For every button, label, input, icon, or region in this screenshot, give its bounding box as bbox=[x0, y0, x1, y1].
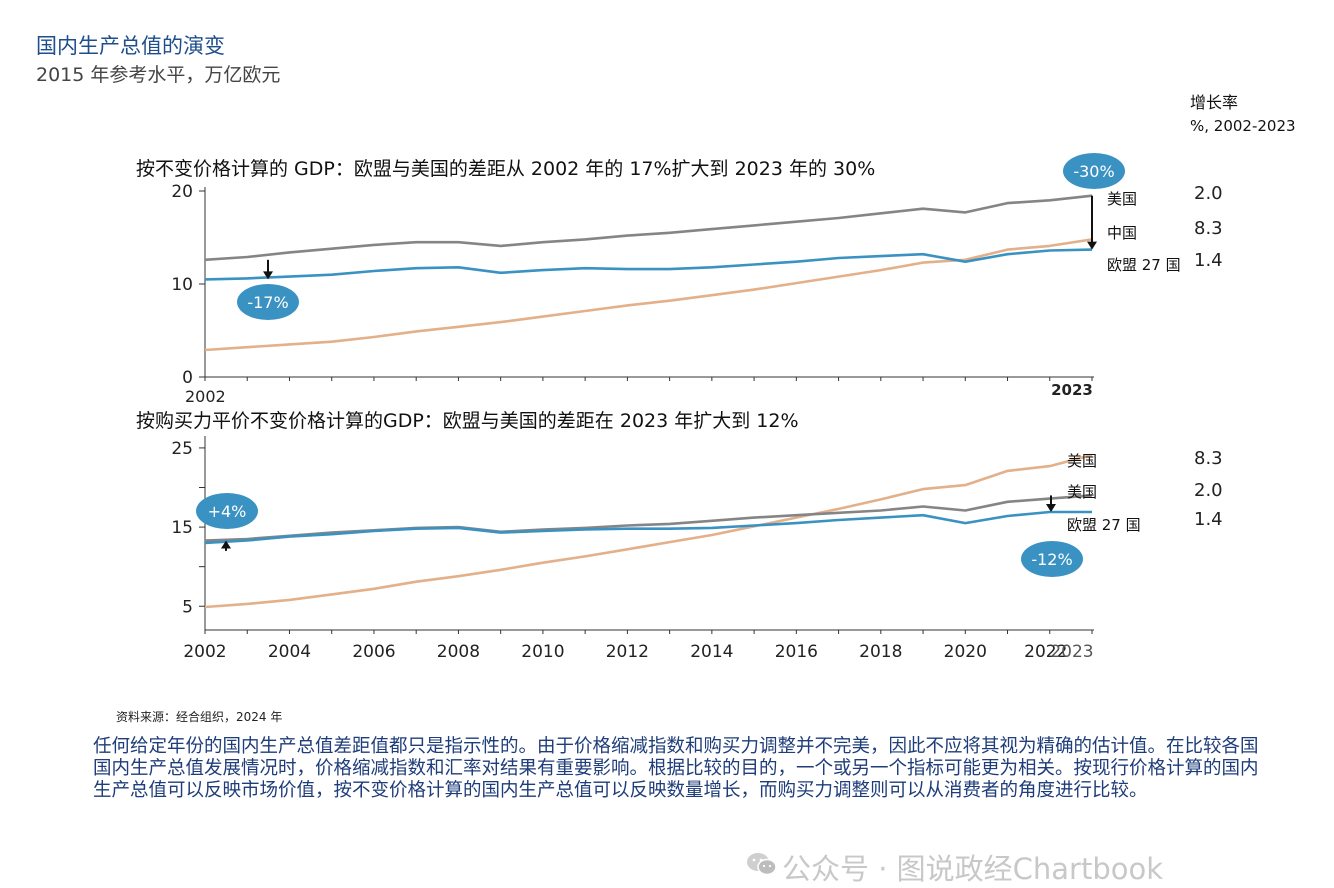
chart2-x-tick-label: 2010 bbox=[521, 642, 564, 662]
page-subtitle: 2015 年参考水平，万亿欧元 bbox=[36, 64, 281, 86]
chart1-series-line-2 bbox=[204, 248, 1093, 281]
gdp-charts: 0 10 20 2002 2023 美国 2.0 中国 8.3 欧盟 27 国 1.4 -17% -30… bbox=[171, 153, 1223, 662]
chart1-y-tick-label: 20 bbox=[171, 182, 193, 202]
chart2-x-tick-label: 2022 bbox=[1024, 642, 1067, 662]
chart2-x-tick-label: 2006 bbox=[352, 642, 395, 662]
chart2-gap-arrow-head bbox=[221, 540, 231, 549]
chart2-x-tick-label: 2020 bbox=[944, 642, 987, 662]
chart2-gap-bubble bbox=[1021, 541, 1083, 577]
chart1-gap-arrow-head bbox=[1087, 241, 1097, 250]
chart1-growth-value: 2.0 bbox=[1194, 183, 1223, 204]
chart2-growth-value: 1.4 bbox=[1194, 509, 1223, 530]
chart1-series-label: 美国 bbox=[1107, 190, 1137, 208]
chart1-growth-value: 1.4 bbox=[1194, 250, 1223, 271]
chart1-series-line-0 bbox=[204, 194, 1093, 262]
chart2-growth-value: 8.3 bbox=[1194, 448, 1223, 469]
chart2-gap-arrow-head bbox=[1046, 504, 1056, 513]
chart2-x-tick-label: 2016 bbox=[775, 642, 818, 662]
chart2-x-tick-label: 2008 bbox=[437, 642, 480, 662]
chart1-gap-bubble bbox=[1063, 153, 1125, 189]
chart2-title: 按购买力平价不变价格计算的GDP：欧盟与美国的差距在 2023 年扩大到 12% bbox=[136, 410, 799, 432]
chart1-gap-bubble bbox=[237, 284, 299, 320]
chart1-y-tick-label: 10 bbox=[171, 275, 193, 295]
chart2-series-label: 欧盟 27 国 bbox=[1067, 516, 1141, 534]
chart2-series-line-0 bbox=[204, 453, 1093, 609]
chart2-y-tick-label: 5 bbox=[182, 597, 193, 617]
wechat-icon bbox=[747, 853, 777, 876]
growth-rate-header: 增长率 bbox=[1190, 93, 1239, 112]
chart2-x-tick-label: 2004 bbox=[268, 642, 311, 662]
chart1-series-line-1 bbox=[204, 238, 1093, 352]
chart2-y-tick-label: 25 bbox=[171, 439, 193, 459]
chart2-growth-value: 2.0 bbox=[1194, 480, 1223, 501]
chart1-x-tick-label: 2023 bbox=[1051, 381, 1093, 399]
chart2-x-tick-label: 2002 bbox=[183, 642, 226, 662]
chart1-gap-bubble-label: -30% bbox=[1073, 162, 1114, 181]
chart1-growth-value: 8.3 bbox=[1194, 218, 1223, 239]
chart2-series-label: 美国 bbox=[1067, 483, 1097, 501]
chart1-gap-arrow-head bbox=[263, 271, 273, 280]
chart2-gap-bubble bbox=[196, 493, 258, 529]
chart1-x-tick-label: 2002 bbox=[185, 387, 226, 406]
chart2-series-line-2 bbox=[204, 510, 1092, 545]
watermark: 公众号 · 图说政经Chartbook bbox=[782, 852, 1164, 886]
chart2-gap-bubble-label: +4% bbox=[208, 502, 247, 521]
explanatory-note: 任何给定年份的国内生产总值差距值都只是指示性的。由于价格缩减指数和购买力调整并不… bbox=[93, 736, 1259, 801]
chart1-series-label: 中国 bbox=[1107, 224, 1137, 242]
source-note: 资料来源：经合组织，2024 年 bbox=[116, 710, 283, 724]
chart2-x-tick-label: 2012 bbox=[606, 642, 649, 662]
chart2-x-tick-label: 2014 bbox=[690, 642, 733, 662]
chart2-x-tick-label: 2018 bbox=[859, 642, 902, 662]
chart1-y-tick-label: 0 bbox=[182, 368, 193, 388]
chart2-series-label: 美国 bbox=[1067, 452, 1097, 470]
chart2-gap-bubble-label: -12% bbox=[1031, 550, 1072, 569]
growth-rate-period: %, 2002-2023 bbox=[1190, 117, 1296, 135]
chart2-y-tick-label: 15 bbox=[171, 518, 193, 538]
chart1-series-label: 欧盟 27 国 bbox=[1107, 256, 1181, 274]
chart1-title: 按不变价格计算的 GDP：欧盟与美国的差距从 2002 年的 17%扩大到 20… bbox=[136, 158, 876, 180]
chart1-gap-bubble-label: -17% bbox=[247, 293, 288, 312]
page-title: 国内生产总值的演变 bbox=[36, 34, 225, 58]
chart2-x-tick-label: 2023 bbox=[1050, 642, 1093, 662]
